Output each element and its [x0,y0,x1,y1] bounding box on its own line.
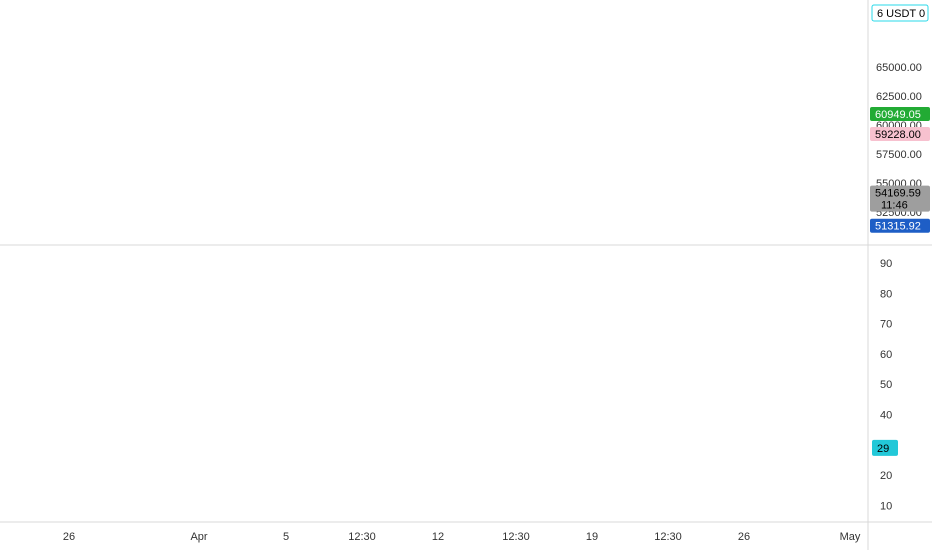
rsi-value-label [872,439,898,456]
price-axis-label-text: 59228.00 [875,129,921,141]
rsi-tick-label: 70 [880,319,892,331]
rsi-tick-label: 60 [880,349,892,361]
rsi-tick-label: 80 [880,288,892,300]
rsi-tick-label: 90 [880,258,892,270]
time-tick-label: 12:30 [502,531,530,543]
price-axis-label-text: 51315.92 [875,221,921,233]
price-axis-label [870,106,930,121]
time-tick-label: 5 [283,531,289,543]
price-tick-label: 62500.00 [876,91,922,103]
price-tick-label: 65000.00 [876,62,922,74]
price-tick-label: 57500.00 [876,149,922,161]
time-tick-label: 12:30 [348,531,376,543]
time-tick-label: 26 [738,531,750,543]
price-axis-label [870,185,930,212]
price-axis-label [870,126,930,141]
price-axis-label-text: 54169.59 [875,188,921,200]
symbol-tag [871,4,929,22]
rsi-tick-label: 50 [880,379,892,391]
rsi-value-label-text: 29 [877,443,889,455]
time-tick-label: Apr [190,531,207,543]
time-tick-label: 19 [586,531,598,543]
price-axis-label-text: 60949.05 [875,109,921,121]
countdown-label: 11:46 [881,200,908,212]
rsi-tick-label: 40 [880,410,892,422]
symbol-tag-text: 6 USDT 0 [877,8,925,20]
time-tick-label: 26 [63,531,75,543]
time-tick-label: 12 [432,531,444,543]
price-axis-label [870,218,930,233]
time-tick-label: 12:30 [654,531,682,543]
rsi-tick-label: 20 [880,470,892,482]
rsi-tick-label: 10 [880,500,892,512]
time-tick-label: May [840,531,861,543]
